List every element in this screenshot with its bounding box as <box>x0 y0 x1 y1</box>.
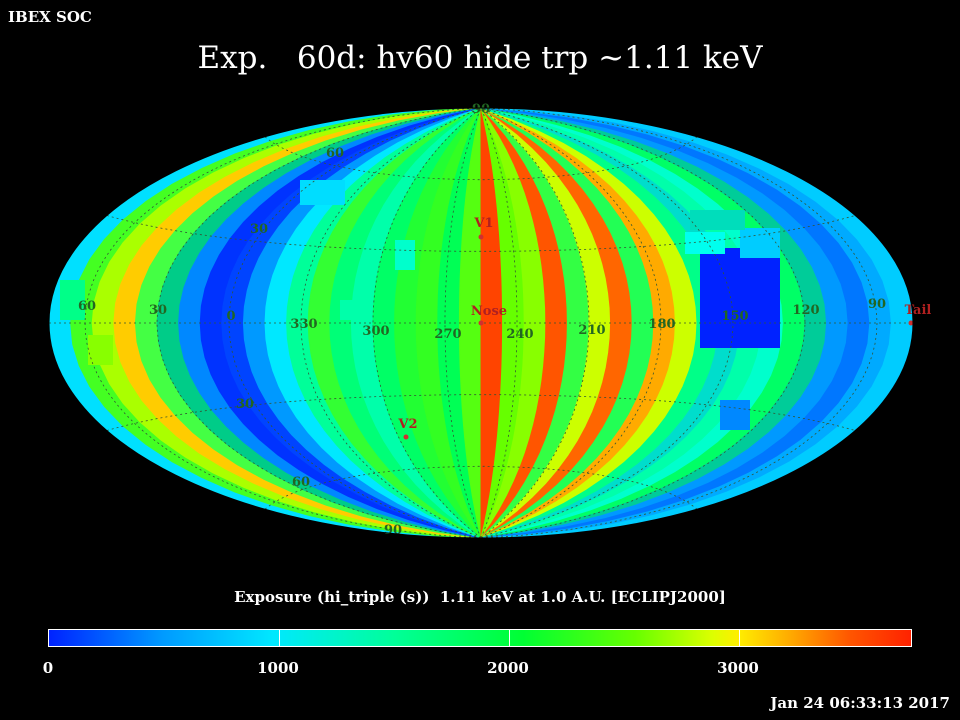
longitude-label: 0 <box>226 309 235 324</box>
exposure-patch <box>300 180 345 205</box>
exposure-patch <box>395 240 415 270</box>
exposure-patch <box>340 300 370 320</box>
map-title: Exp. 60d: hv60 hide trp ~1.11 keV <box>197 40 763 76</box>
meridian-line <box>372 108 482 538</box>
colorbar-tick <box>739 630 740 646</box>
latitude-label: 30 <box>236 397 254 412</box>
map-markers: V1 Nose V2 Tail <box>397 216 931 440</box>
meridian-line <box>156 108 482 538</box>
exposure-patches <box>60 180 780 430</box>
exposure-patch <box>690 210 745 230</box>
longitude-label: 330 <box>290 317 317 332</box>
longitude-label: 150 <box>721 309 748 324</box>
marker-tail-label: Tail <box>905 303 932 318</box>
colorbar-title: Exposure (hi_triple (s)) 1.11 keV at 1.0… <box>234 588 726 606</box>
longitude-label: 300 <box>362 324 389 339</box>
latitude-label: 60 <box>326 146 344 161</box>
colorbar-label-2000: 2000 <box>487 659 529 677</box>
latitude-label: 60 <box>292 475 310 490</box>
exposure-patch <box>88 335 113 365</box>
meridian-line <box>480 108 806 538</box>
longitude-label: 210 <box>578 323 605 338</box>
meridian-line <box>480 108 878 538</box>
exposure-patch <box>720 400 750 430</box>
latitude-label: 30 <box>250 222 268 237</box>
colorbar <box>48 629 912 647</box>
map-outline <box>48 107 914 539</box>
timestamp: Jan 24 06:33:13 2017 <box>770 694 950 712</box>
exposure-patch <box>740 228 780 258</box>
colorbar-label-1000: 1000 <box>257 659 299 677</box>
marker-v1-dot <box>478 234 484 240</box>
longitude-label: 240 <box>506 327 533 342</box>
exposure-patch <box>60 280 85 320</box>
parallel-line <box>264 465 698 510</box>
longitude-label: 90 <box>868 297 886 312</box>
marker-v2-dot <box>403 434 409 440</box>
colorbar-tick <box>509 630 510 646</box>
parallel-line <box>264 136 698 181</box>
latitude-label: 90 <box>472 102 490 117</box>
longitude-label: 120 <box>792 303 819 318</box>
marker-nose-label: Nose <box>471 304 507 319</box>
colorbar-label-0: 0 <box>42 659 54 677</box>
parallel-line <box>106 215 856 252</box>
marker-v1-label: V1 <box>473 216 493 231</box>
longitude-label: 60 <box>78 299 96 314</box>
meridian-line <box>480 108 734 538</box>
latitude-label: 90 <box>384 523 402 538</box>
colorbar-tick <box>279 630 280 646</box>
parallel-line <box>106 394 856 431</box>
exposure-patch <box>685 232 725 254</box>
meridian-line <box>480 108 590 538</box>
marker-v2-label: V2 <box>397 417 417 432</box>
longitude-label: 180 <box>648 317 675 332</box>
marker-nose-dot <box>478 320 484 326</box>
longitude-label: 270 <box>434 327 461 342</box>
org-label: IBEX SOC <box>8 8 92 26</box>
marker-tail-dot <box>908 320 914 326</box>
longitude-label: 30 <box>149 303 167 318</box>
exposure-patch <box>700 248 780 348</box>
colorbar-label-3000: 3000 <box>717 659 759 677</box>
graticule-grid <box>49 108 913 538</box>
